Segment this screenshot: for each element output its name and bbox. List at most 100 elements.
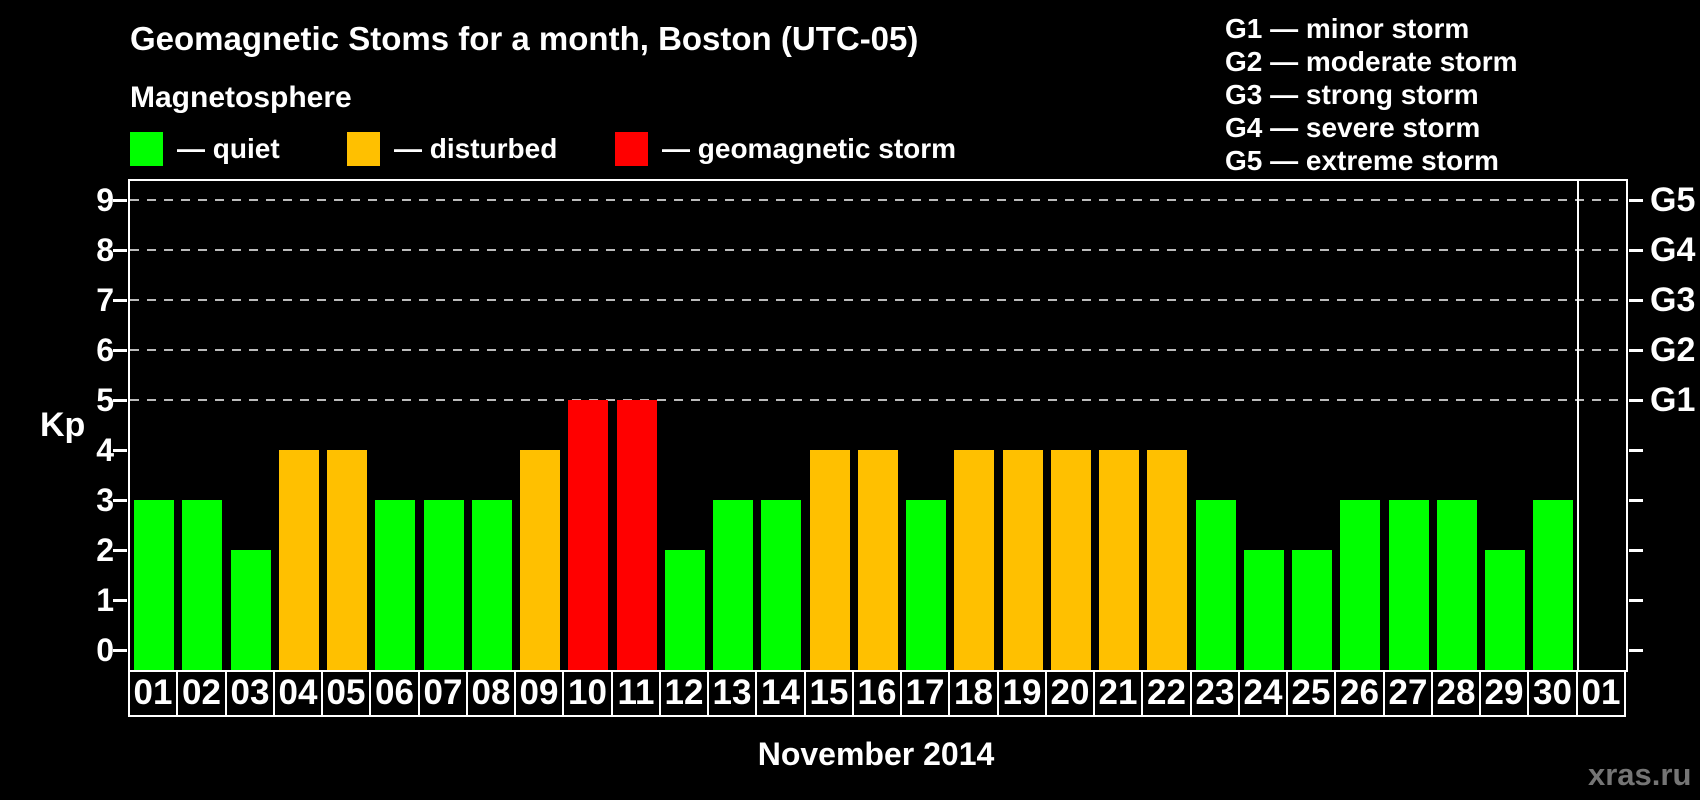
bar-day-13 [713,500,753,670]
y-axis-label-5: 5 [96,382,114,418]
bar-day-10 [568,400,608,670]
y-axis-label-0: 0 [96,632,114,668]
watermark: xras.ru [1588,757,1692,792]
y-tick-left-7 [113,299,127,302]
bar-day-25 [1292,550,1332,670]
bar-day-04 [279,450,319,670]
bar-day-01 [134,500,174,670]
y-axis-label-1: 1 [96,582,114,618]
x-axis-title: November 2014 [757,736,995,772]
bar-day-16 [858,450,898,670]
y-tick-right-9 [1629,199,1643,202]
bar-day-12 [665,550,705,670]
month-separator-line [1577,181,1579,670]
g-axis-label-g3: G3 [1650,281,1696,319]
bar-day-15 [810,450,850,670]
day-cell-25: 25 [1286,670,1336,717]
legend-label-quiet: — quiet [177,133,280,164]
legend-item-storm: — geomagnetic storm [615,132,956,166]
y-axis-label-4: 4 [96,432,114,468]
day-cell-10: 10 [562,670,613,717]
magnetosphere-legend-title: Magnetosphere [130,81,352,114]
legend-label-disturbed: — disturbed [394,133,558,164]
day-cell-17: 17 [900,670,950,717]
legend-item-disturbed: — disturbed [347,132,557,166]
bar-day-21 [1099,450,1139,670]
day-cell-12: 12 [659,670,709,717]
bar-day-06 [375,500,415,670]
bar-day-23 [1196,500,1236,670]
legend-swatch-quiet [130,132,163,166]
day-cell-18: 18 [948,670,999,717]
bar-day-28 [1437,500,1477,670]
legend-swatch-disturbed [347,132,380,166]
g-axis-label-g1: G1 [1650,381,1696,419]
day-cell-19: 19 [997,670,1047,717]
y-axis-label-2: 2 [96,532,114,568]
legend-label-storm: — geomagnetic storm [662,133,957,164]
chart-title: Geomagnetic Stoms for a month, Boston (U… [130,20,919,57]
y-tick-right-1 [1629,599,1643,602]
bar-day-05 [327,450,367,670]
y-tick-right-6 [1629,349,1643,352]
bar-day-30 [1533,500,1573,670]
bar-day-08 [472,500,512,670]
day-cell-20: 20 [1045,670,1095,717]
bar-day-03 [231,550,271,670]
day-cell-04: 04 [273,670,323,717]
g-legend-line-2: G2 — moderate storm [1225,46,1518,77]
y-tick-right-5 [1629,399,1643,402]
grid-line-kp6 [130,349,1626,351]
grid-line-kp8 [130,249,1626,251]
day-cell-28: 28 [1431,670,1481,717]
day-cell-27: 27 [1383,670,1433,717]
y-axis-label-7: 7 [96,282,114,318]
g-legend-line-1: G1 — minor storm [1225,13,1470,44]
day-cell-13: 13 [707,670,757,717]
day-cell-07: 07 [418,670,468,717]
bar-day-26 [1340,500,1380,670]
day-cell-08: 08 [466,670,516,717]
g-axis-label-g4: G4 [1650,231,1696,269]
y-tick-right-0 [1629,649,1643,652]
y-tick-right-7 [1629,299,1643,302]
x-axis-day-row: 01 02 03 04 05 06 07 08 09 10 11 12 13 14 15 16 17 18 19 20… [128,670,1632,717]
g-scale-legend: G1 — minor storm G2 — moderate storm G3 — … [1225,12,1518,177]
bar-day-19 [1003,450,1043,670]
g-legend-line-4: G4 — severe storm [1225,112,1481,143]
day-cell-11: 11 [611,670,661,717]
day-cell-29: 29 [1479,670,1529,717]
y-axis-label-6: 6 [96,332,114,368]
bar-day-09 [520,450,560,670]
day-cell-next-01: 01 [1576,670,1626,717]
day-cell-09: 09 [514,670,564,717]
bar-day-07 [424,500,464,670]
day-cell-23: 23 [1190,670,1240,717]
day-cell-22: 22 [1141,670,1192,717]
bar-day-29 [1485,550,1525,670]
grid-line-kp7 [130,299,1626,301]
bar-day-02 [182,500,222,670]
day-cell-06: 06 [369,670,420,717]
g-axis-label-g2: G2 [1650,331,1696,369]
bar-day-18 [954,450,994,670]
y-tick-left-2 [113,549,127,552]
g-legend-line-3: G3 — strong storm [1225,79,1479,110]
bar-day-17 [906,500,946,670]
bar-day-11 [617,400,657,670]
legend-swatch-storm [615,132,648,166]
bar-day-27 [1389,500,1429,670]
y-axis-title: Kp [40,406,86,444]
bar-day-14 [761,500,801,670]
y-tick-left-1 [113,599,127,602]
day-cell-15: 15 [804,670,854,717]
plot-area [128,179,1628,672]
grid-line-kp9 [130,199,1626,201]
y-tick-right-8 [1629,249,1643,252]
day-cell-16: 16 [852,670,902,717]
day-cell-26: 26 [1334,670,1385,717]
day-cell-02: 02 [176,670,227,717]
day-cell-01: 01 [128,670,178,717]
day-cell-05: 05 [321,670,371,717]
